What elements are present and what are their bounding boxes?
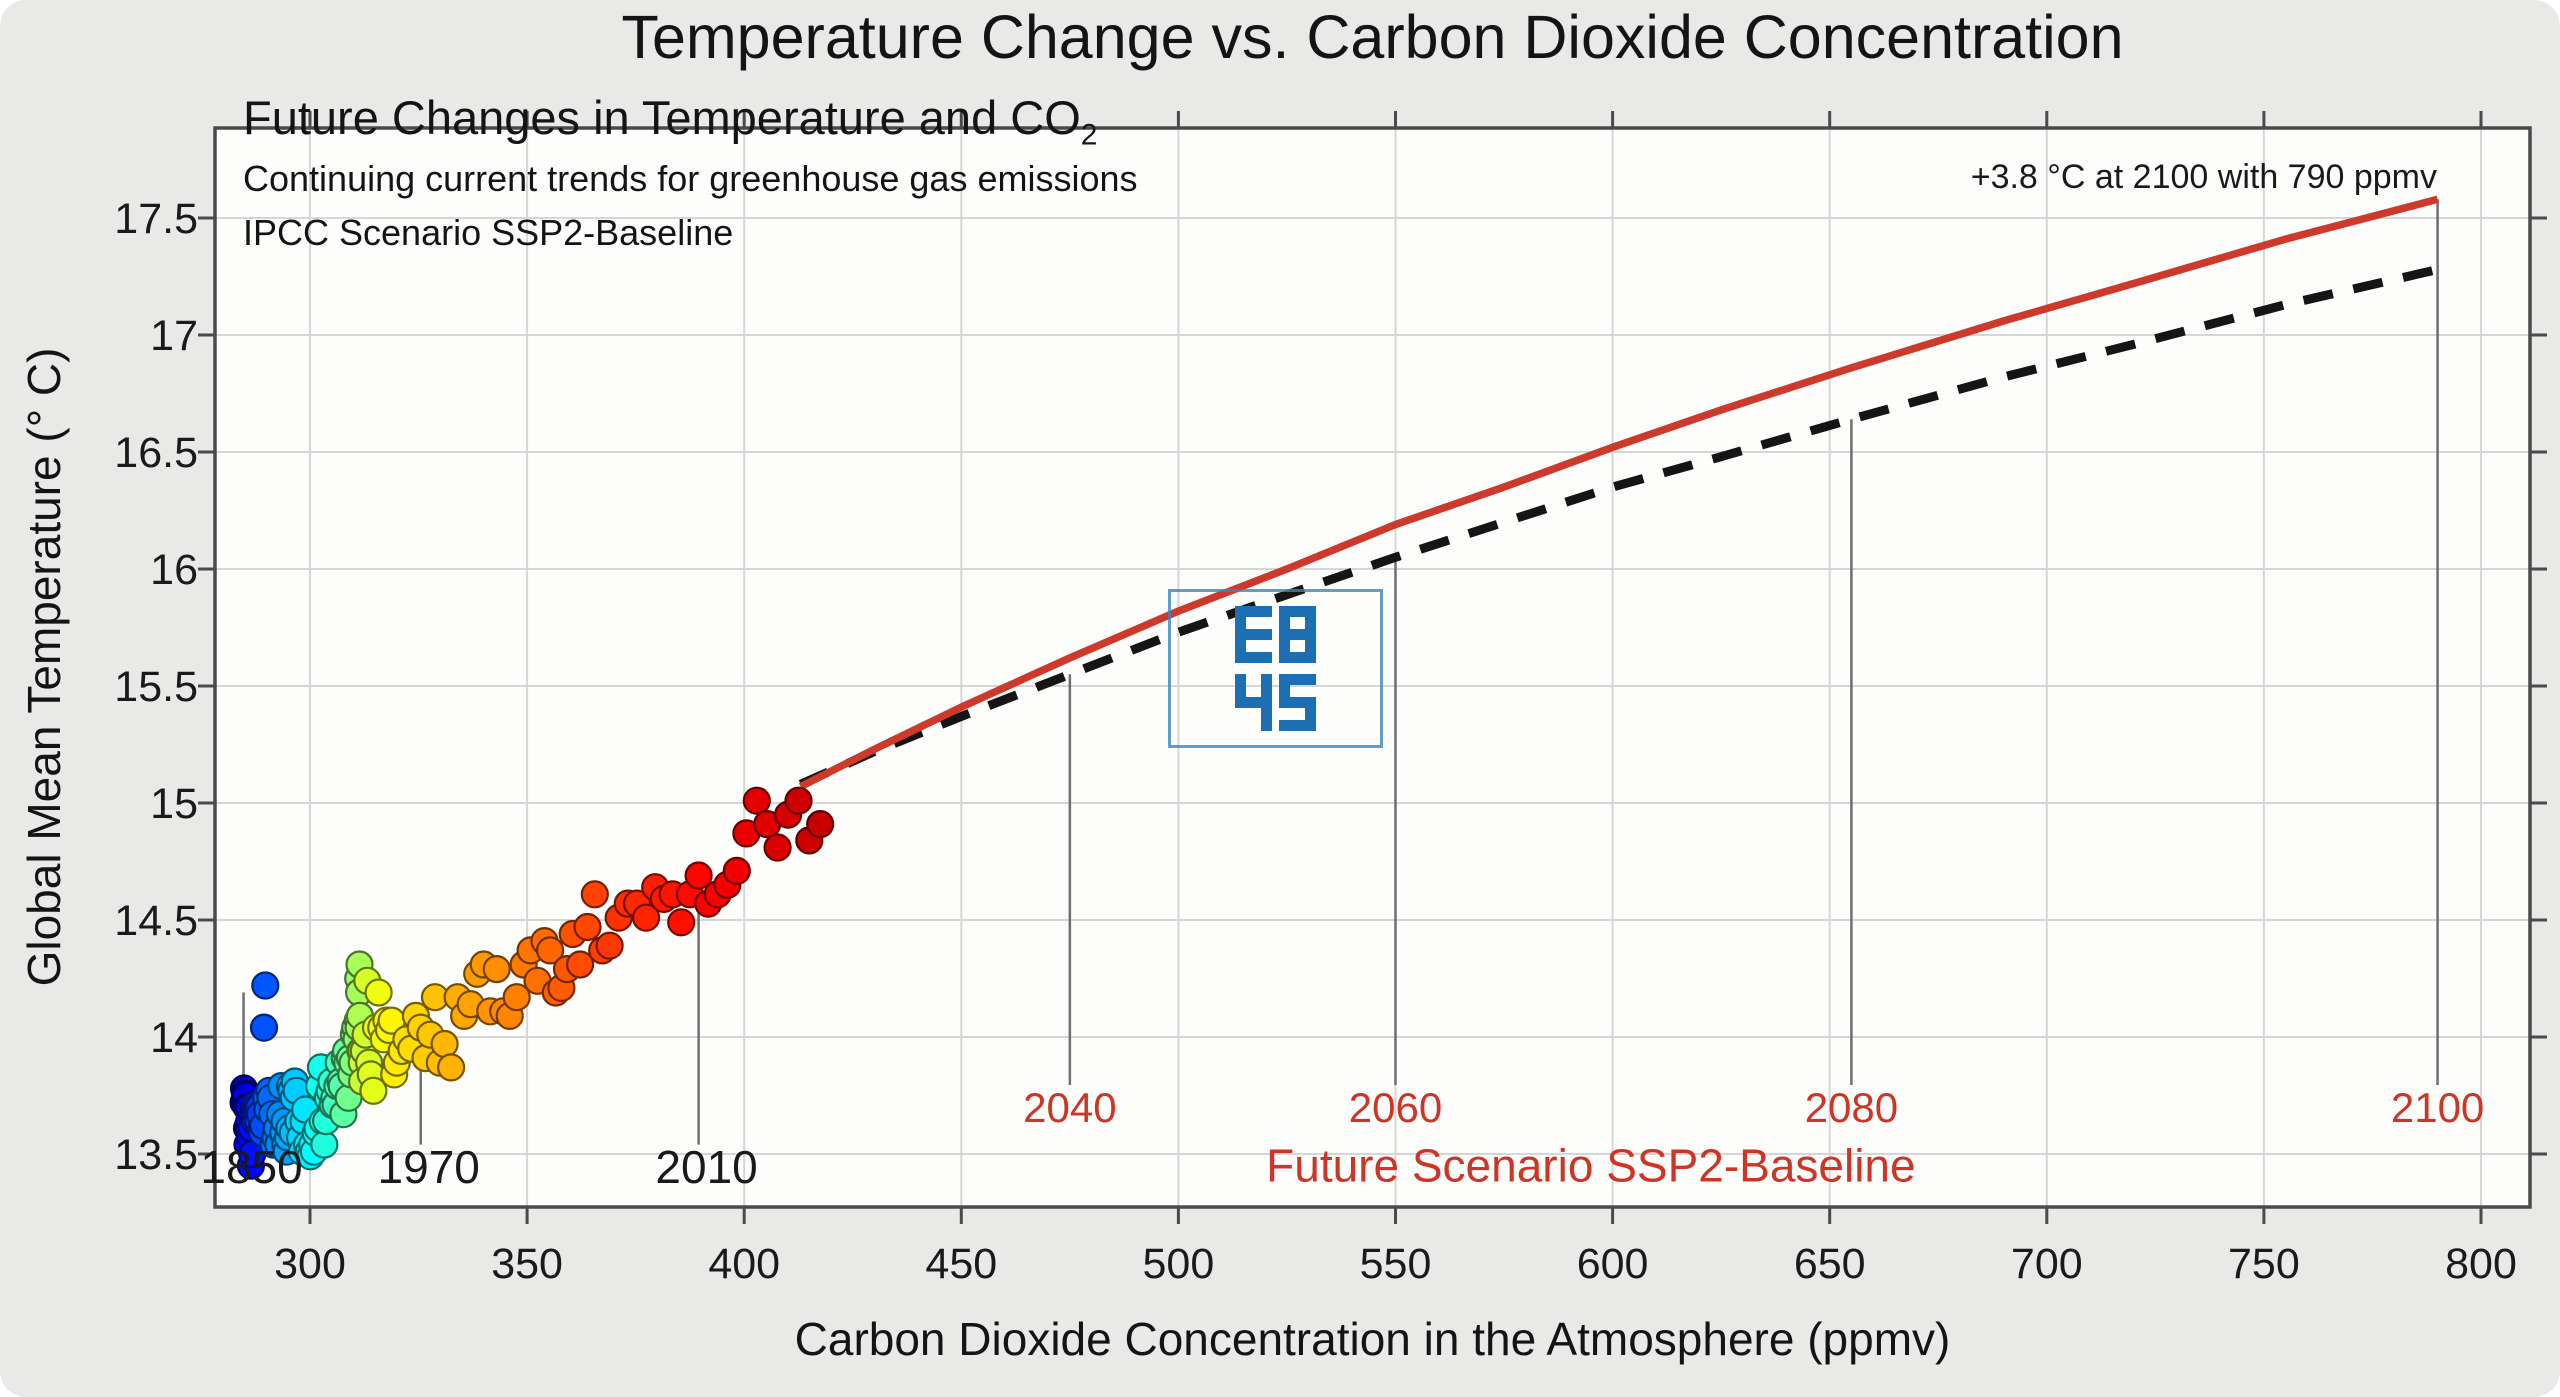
plot-annotation-line3: IPCC Scenario SSP2-Baseline [243,212,734,253]
svg-text:15: 15 [150,780,198,828]
svg-text:2100: 2100 [2391,1084,2484,1131]
svg-text:17: 17 [150,312,198,360]
endpoint-annotation: +3.8 °C at 2100 with 790 ppmv [1970,158,2437,196]
svg-text:800: 800 [2445,1240,2517,1288]
scatter-points [229,786,835,1180]
svg-text:1970: 1970 [378,1141,480,1193]
year-marker-lines [242,199,2439,1145]
svg-text:750: 750 [2228,1240,2300,1288]
plot-annotation-line2: Continuing current trends for greenhouse… [243,158,1138,199]
svg-text:16.5: 16.5 [114,429,198,477]
red-scenario-line [798,195,2439,790]
svg-text:600: 600 [1577,1240,1649,1288]
plot-area [215,128,2530,1207]
svg-text:550: 550 [1360,1240,1432,1288]
svg-text:350: 350 [491,1240,563,1288]
svg-text:14.5: 14.5 [114,897,198,945]
svg-text:450: 450 [925,1240,997,1288]
svg-text:300: 300 [274,1240,346,1288]
watermark-digits [1235,606,1316,731]
svg-text:2080: 2080 [1805,1084,1898,1131]
co2-subscript: 2 [1080,118,1098,152]
svg-text:1850: 1850 [200,1141,302,1193]
axes [198,111,2547,1224]
watermark-box [1168,589,1383,748]
svg-text:14: 14 [150,1014,198,1062]
svg-text:400: 400 [708,1240,780,1288]
svg-text:650: 650 [1794,1240,1866,1288]
y-axis-label: Global Mean Temperature (° C) [18,347,70,987]
plot-annotation-heading-text: Future Changes in Temperature and CO [243,91,1081,144]
x-axis-label: Carbon Dioxide Concentration in the Atmo… [794,1313,1951,1365]
future-scenario-label: Future Scenario SSP2-Baseline [1266,1140,1915,1192]
svg-text:17.5: 17.5 [114,195,198,243]
svg-text:2040: 2040 [1023,1084,1116,1131]
svg-text:15.5: 15.5 [114,663,198,711]
svg-text:500: 500 [1143,1240,1215,1288]
svg-text:16: 16 [150,546,198,594]
tick-labels: 300 350 400 450 500 550 600 650 700 750 80013.5141… [114,195,2517,1288]
year-labels: 1850 1970 2010 2040 2060 2080 2100 Future Scena… [200,1084,2484,1193]
plot-annotation-heading: Future Changes in Temperature and CO2 [243,90,1097,152]
svg-text:13.5: 13.5 [114,1131,198,1179]
chart-title: Temperature Change vs. Carbon Dioxide Co… [621,3,2124,71]
dashed-trend-line [798,265,2439,789]
svg-text:2010: 2010 [655,1141,757,1193]
svg-text:700: 700 [2011,1240,2083,1288]
svg-text:2060: 2060 [1349,1084,1442,1131]
